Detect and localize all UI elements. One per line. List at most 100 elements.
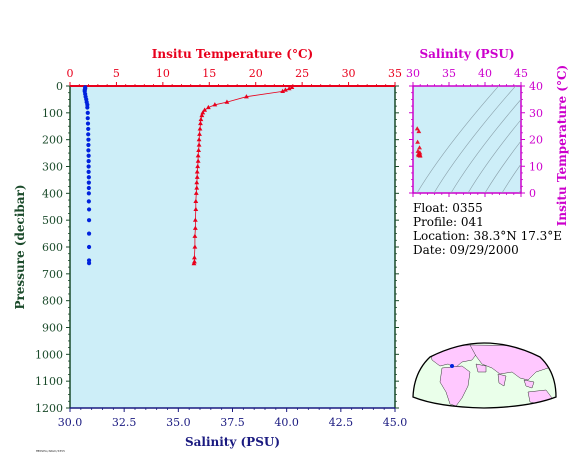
temperature-point xyxy=(191,261,197,266)
ts-y-tick-label: 10 xyxy=(529,160,543,173)
temperature-point xyxy=(192,233,198,238)
top-tick-label: 5 xyxy=(113,67,120,80)
salinity-point xyxy=(86,137,91,142)
top-tick-label: 30 xyxy=(342,67,356,80)
temperature-point xyxy=(193,190,199,195)
density-contour xyxy=(467,119,521,193)
y-tick-label: 900 xyxy=(42,322,63,335)
salinity-point xyxy=(86,153,91,158)
temperature-point xyxy=(195,158,201,163)
temperature-point xyxy=(196,137,202,142)
footer-code: MEDSEA/ARGO/0355 xyxy=(36,449,65,453)
y-tick-label: 600 xyxy=(42,241,63,254)
float-id: Float: 0355 xyxy=(413,201,483,215)
map-outline xyxy=(412,342,557,409)
y-tick-label: 200 xyxy=(42,134,63,147)
temperature-point xyxy=(199,112,205,118)
y-tick-label: 300 xyxy=(42,161,63,174)
float-location-marker xyxy=(450,364,454,368)
plot-background xyxy=(70,86,395,408)
salinity-point xyxy=(86,132,91,137)
y-tick-label: 500 xyxy=(42,214,63,227)
temperature-point xyxy=(244,94,249,99)
density-contour xyxy=(416,86,500,193)
y-tick-label: 700 xyxy=(42,268,63,281)
salinity-point xyxy=(86,169,91,174)
temperature-point xyxy=(198,120,203,126)
density-contours xyxy=(416,86,521,193)
location-map xyxy=(412,342,557,409)
y-axis-title: Pressure (decibar) xyxy=(13,184,27,309)
temperature-point xyxy=(289,84,295,89)
bottom-tick-label: 45.0 xyxy=(383,416,408,429)
salinity-point xyxy=(86,148,91,153)
salinity-point xyxy=(86,175,91,180)
ts-y-tick-label: 0 xyxy=(529,187,536,200)
ts-point xyxy=(415,139,420,144)
top-tick-label: 15 xyxy=(202,67,216,80)
bottom-tick-label: 37.5 xyxy=(220,416,245,429)
temperature-point xyxy=(192,244,198,249)
temperature-point xyxy=(212,102,218,107)
temperature-point xyxy=(194,174,200,179)
salinity-point xyxy=(86,191,91,196)
salinity-point xyxy=(86,185,91,191)
temperature-point xyxy=(198,116,204,122)
land-mass xyxy=(497,373,507,387)
salinity-point xyxy=(85,110,90,115)
y-tick-label: 1200 xyxy=(35,402,63,415)
bottom-tick-label: 32.5 xyxy=(112,416,137,429)
bottom-axis-title: Salinity (PSU) xyxy=(185,435,280,449)
ts-x-tick-label: 35 xyxy=(442,67,456,80)
salinity-point xyxy=(86,231,92,236)
land-mass xyxy=(439,365,471,407)
temperature-point xyxy=(194,180,200,185)
salinity-point xyxy=(85,121,91,126)
land-mass xyxy=(523,379,535,389)
salinity-point xyxy=(86,142,91,148)
temperature-point xyxy=(196,147,202,152)
bottom-tick-label: 30.0 xyxy=(58,416,83,429)
temperature-point xyxy=(192,225,198,230)
y-tick-label: 800 xyxy=(42,295,63,308)
salinity-point xyxy=(86,199,91,204)
location: Location: 38.3°N 17.3°E xyxy=(413,229,563,243)
profile-number: Profile: 041 xyxy=(413,215,484,229)
y-tick-label: 1000 xyxy=(35,348,63,361)
temperature-point xyxy=(280,88,286,93)
temperature-point xyxy=(195,163,201,169)
land-mass xyxy=(475,363,487,373)
bottom-tick-label: 35.0 xyxy=(166,416,191,429)
top-tick-label: 20 xyxy=(249,67,263,80)
density-contour xyxy=(484,140,521,193)
temperature-point xyxy=(197,131,202,136)
temperature-point xyxy=(196,142,202,147)
ts-point xyxy=(417,145,422,150)
top-axis-title: Insitu Temperature (°C) xyxy=(152,47,313,61)
temperature-point xyxy=(205,104,211,110)
ts-x-title: Salinity (PSU) xyxy=(419,47,514,61)
ts-background xyxy=(412,85,522,194)
ts-x-tick-label: 30 xyxy=(406,67,420,80)
temperature-point xyxy=(192,255,197,260)
salinity-point xyxy=(86,244,92,250)
top-tick-label: 35 xyxy=(388,67,402,80)
y-tick-label: 0 xyxy=(56,80,63,93)
top-tick-label: 25 xyxy=(295,67,309,80)
temperature-point xyxy=(202,107,208,112)
density-contour xyxy=(433,86,517,193)
ts-point xyxy=(417,153,423,158)
salinity-point xyxy=(86,207,92,212)
temperature-point xyxy=(193,206,199,212)
temperature-point xyxy=(283,87,288,92)
salinity-point xyxy=(86,164,91,169)
temperature-point xyxy=(286,86,292,91)
ts-x-tick-label: 40 xyxy=(478,67,492,80)
salinity-point xyxy=(86,261,92,266)
ts-y-title: Insitu Temperature (°C) xyxy=(555,65,569,226)
ts-y-tick-label: 40 xyxy=(529,80,543,93)
main-profile-plot: 0100200300400500600700800900100011001200… xyxy=(13,47,407,449)
salinity-point xyxy=(86,126,91,132)
